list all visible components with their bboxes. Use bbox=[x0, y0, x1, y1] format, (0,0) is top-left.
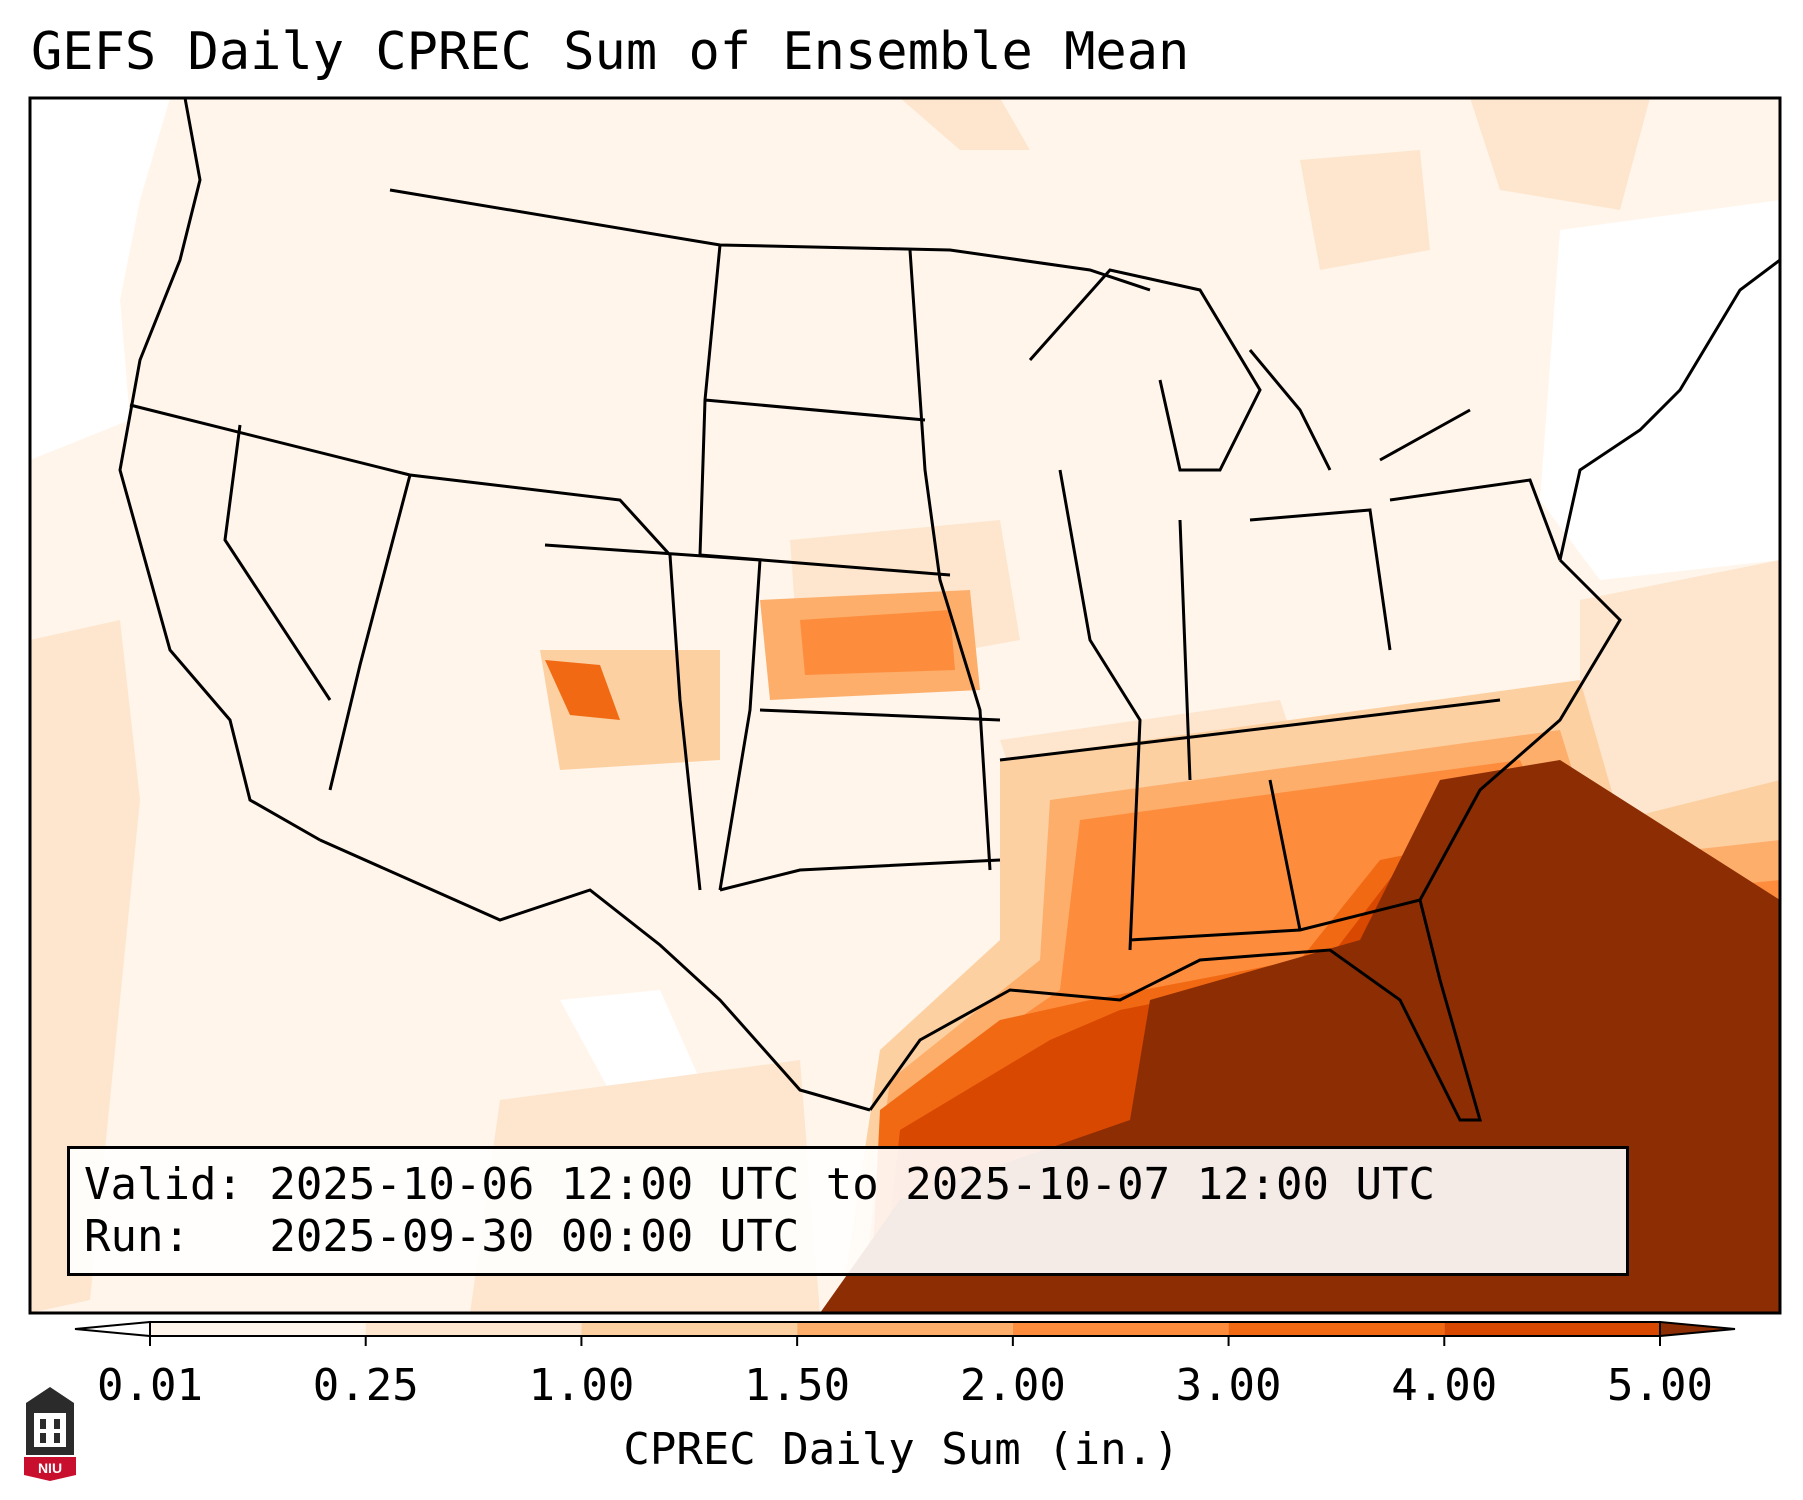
state-boundaries bbox=[118, 98, 1780, 1122]
colorbar-segment bbox=[581, 1322, 798, 1336]
us-mexico-border bbox=[319, 838, 871, 1112]
field-canada bbox=[900, 98, 1030, 150]
colorbar: 0.01 0.25 1.00 1.50 2.00 3.00 4.00 5.00 bbox=[74, 1320, 1736, 1411]
state-lines-east bbox=[999, 469, 1562, 951]
map-title: GEFS Daily CPREC Sum of Ensemble Mean bbox=[31, 22, 1190, 82]
gulf-coastline bbox=[868, 558, 1622, 1122]
valid-run-box: Valid: 2025-10-06 12:00 UTC to 2025-10-0… bbox=[67, 1146, 1629, 1276]
colorbar-tick-label: 1.00 bbox=[528, 1360, 634, 1411]
colorbar-outline bbox=[149, 1321, 1661, 1337]
run-time: Run: 2025-09-30 00:00 UTC bbox=[84, 1211, 800, 1262]
colorbar-tick-label: 0.01 bbox=[97, 1360, 203, 1411]
colorbar-segment bbox=[1228, 1322, 1445, 1336]
precip-field bbox=[30, 98, 1780, 1313]
canada-border bbox=[389, 188, 1151, 292]
field-nm-core bbox=[545, 660, 620, 720]
atlantic-coastline bbox=[1558, 258, 1780, 561]
colorbar-tick-label: 5.00 bbox=[1607, 1360, 1713, 1411]
colorbar-tick-label: 3.00 bbox=[1176, 1360, 1282, 1411]
colorbar-tick-label: 1.50 bbox=[744, 1360, 850, 1411]
niu-logo: NIU bbox=[24, 1387, 76, 1481]
dry-zone-northeast bbox=[1540, 200, 1780, 580]
field-pacific bbox=[30, 620, 140, 1313]
field-kansas-core bbox=[800, 610, 955, 675]
state-lines-west bbox=[129, 403, 762, 891]
colorbar-segment bbox=[150, 1322, 366, 1336]
colorbar-over-triangle bbox=[1659, 1320, 1736, 1338]
colorbar-tick-label: 2.00 bbox=[960, 1360, 1066, 1411]
state-lines-central bbox=[698, 244, 1001, 892]
dry-zone-west-coast bbox=[30, 98, 170, 460]
colorbar-segment bbox=[365, 1322, 582, 1336]
colorbar-tick-label: 0.25 bbox=[313, 1360, 419, 1411]
field-north-canada bbox=[1300, 150, 1430, 270]
map-frame bbox=[28, 96, 1782, 1315]
colorbar-title: CPREC Daily Sum (in.) bbox=[623, 1424, 1180, 1475]
us-west-coastline bbox=[118, 98, 321, 842]
colorbar-segment bbox=[1012, 1322, 1229, 1336]
great-lakes bbox=[1028, 268, 1471, 472]
colorbar-tick-label: 4.00 bbox=[1391, 1360, 1497, 1411]
field-ne-canada bbox=[1470, 98, 1650, 210]
colorbar-under-triangle bbox=[74, 1320, 151, 1338]
colorbar-segment bbox=[1444, 1322, 1660, 1336]
svg-text:NIU: NIU bbox=[38, 1460, 62, 1476]
colorbar-segment bbox=[797, 1322, 1013, 1336]
valid-time: Valid: 2025-10-06 12:00 UTC to 2025-10-0… bbox=[84, 1159, 1436, 1210]
